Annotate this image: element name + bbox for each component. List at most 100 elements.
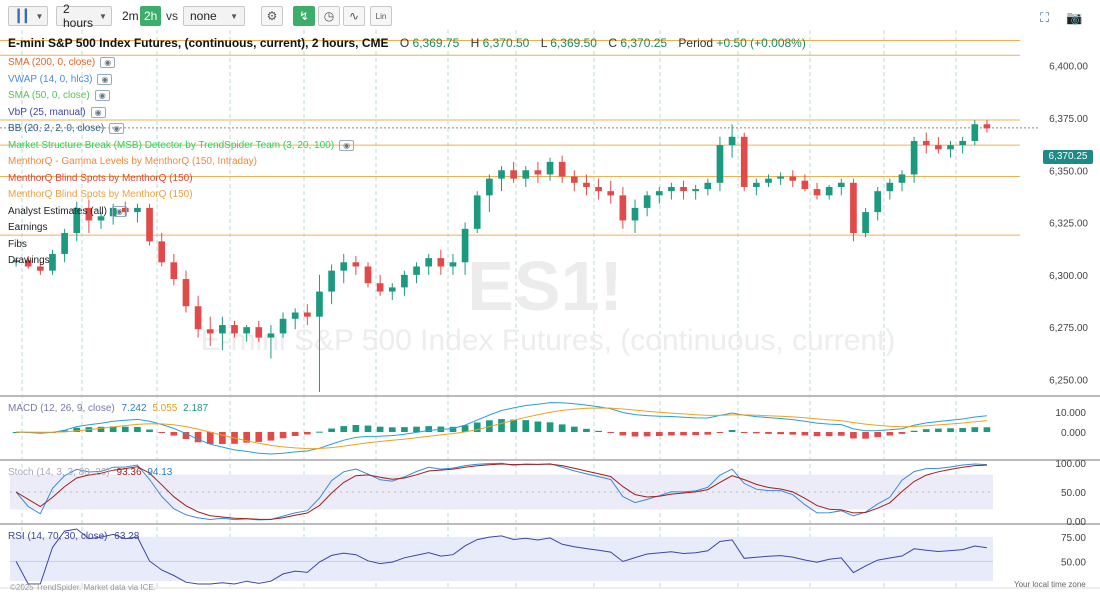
candle-body [935, 145, 942, 150]
macd-histogram-bar [121, 426, 129, 432]
macd-histogram-bar [109, 426, 117, 432]
macd-histogram-bar [680, 432, 687, 436]
indicator-item[interactable]: Earnings [8, 222, 47, 233]
macd-histogram-bar [473, 422, 481, 432]
low-label: L [540, 36, 547, 50]
camera-icon[interactable]: 📷 [1066, 10, 1083, 25]
y-axis: 6,400.00 6,375.00 6,350.00 6,325.00 6,300.00… [1049, 62, 1088, 387]
macd-histogram-bar [303, 432, 311, 435]
macd-histogram-bar [243, 432, 250, 443]
indicator-item[interactable]: SMA (200, 0, close) ◉ [8, 57, 116, 68]
eye-icon[interactable]: ◉ [111, 205, 127, 217]
macd-histogram-bar [364, 425, 372, 432]
eye-icon[interactable]: ◉ [339, 139, 355, 151]
candle-body [959, 140, 966, 146]
macd-histogram-bar [97, 426, 105, 432]
macd-histogram-bar [134, 426, 141, 432]
time-button[interactable]: ◷ [318, 6, 340, 26]
candle-body [279, 318, 287, 334]
clock-icon: ◷ [323, 9, 335, 23]
candle-body [134, 207, 141, 213]
wave-icon: ∿ [348, 9, 360, 23]
eye-icon[interactable]: ◉ [90, 106, 106, 118]
candle-body [692, 189, 700, 192]
chart-title: E-mini S&P 500 Index Futures, (continuou… [8, 36, 389, 50]
indicator-label: MenthorQ Blind Spots by MenthorQ (150) [8, 172, 193, 184]
indicator-item[interactable]: Fibs [8, 239, 27, 250]
compare-dropdown[interactable]: none ▼ [183, 6, 245, 26]
macd-histogram-bar [850, 432, 857, 439]
candle-body [704, 182, 712, 190]
macd-histogram-bar [619, 432, 627, 436]
scale-button[interactable]: Lin [370, 6, 392, 26]
trend-tool-button[interactable]: ↯ [293, 6, 315, 26]
chart-type-dropdown[interactable]: ┃┃ ▼ [8, 6, 48, 26]
indicator-panes: 10.000 0.000 100.00 50.00 0.00 75.00 50.00 [10, 402, 1087, 585]
y-tick-label: 6,350.00 [1049, 166, 1088, 177]
indicator-item[interactable]: MenthorQ - Gamma Levels by MenthorQ (150… [8, 156, 257, 167]
candle-body [862, 212, 869, 234]
candle-body [655, 191, 663, 196]
rsi-value: 63.28 [114, 531, 140, 542]
candle-body [37, 266, 44, 271]
candle-body [388, 287, 396, 292]
candle-body [97, 216, 105, 221]
eye-icon[interactable]: ◉ [97, 73, 113, 85]
candle-body [109, 207, 117, 217]
interval-2m-button[interactable]: 2m [122, 9, 139, 23]
eye-icon[interactable]: ◉ [100, 57, 116, 68]
macd-histogram-bar [862, 432, 869, 439]
indicator-item[interactable]: SMA (50, 0, close) ◉ [8, 90, 110, 101]
candle-body [777, 176, 784, 179]
indicator-label: VWAP (14, 0, hlc3) [8, 73, 93, 85]
macd-histogram-bar [765, 432, 772, 434]
fullscreen-icon[interactable]: ⛶ [1040, 10, 1050, 25]
macd-histogram-bar [753, 432, 760, 434]
stoch-value-1: 93.36 [116, 467, 142, 478]
indicator-item[interactable]: VWAP (14, 0, hlc3) ◉ [8, 73, 113, 85]
macd-histogram-bar [522, 420, 530, 432]
macd-histogram-bar [716, 432, 724, 433]
candle-body [255, 327, 263, 338]
trend-icon: ↯ [298, 9, 310, 23]
candle-body [765, 178, 772, 183]
rsi-y-tick: 75.00 [1061, 533, 1086, 544]
lin-icon: Lin [375, 11, 387, 21]
indicator-label: SMA (200, 0, close) [8, 57, 96, 68]
indicator-item[interactable]: BB (20, 2, 2, 0, close) ◉ [8, 123, 125, 134]
indicator-item[interactable]: Market Structure Break (MSB) Detector by… [8, 139, 355, 151]
indicator-label: VbP (25, manual) [8, 106, 86, 118]
timezone-label[interactable]: Your local time zone [1014, 580, 1086, 589]
macd-histogram-bar [12, 432, 20, 433]
candle-body [837, 182, 845, 187]
stoch-label: Stoch (14, 3, 3, 80, 20) [8, 467, 110, 478]
eye-icon[interactable]: ◉ [109, 123, 125, 134]
candle-body [461, 228, 469, 263]
candle-body [303, 312, 311, 317]
chart-grid [0, 30, 1100, 590]
macd-histogram-bar [922, 429, 930, 432]
indicator-item[interactable]: VbP (25, manual) ◉ [8, 106, 106, 118]
y-tick-label: 6,275.00 [1049, 323, 1088, 334]
indicator-item[interactable]: Analyst Estimates (all) ◉ [8, 205, 127, 217]
candle-body [886, 182, 894, 192]
indicator-label: Earnings [8, 222, 48, 233]
interval-2h-button[interactable]: 2h [140, 6, 162, 26]
indicator-item[interactable]: Drawings [8, 255, 50, 266]
indicator-button[interactable]: ∿ [343, 6, 365, 26]
indicator-item[interactable]: MenthorQ Blind Spots by MenthorQ (150) [8, 189, 193, 200]
eye-icon[interactable]: ◉ [94, 90, 110, 101]
settings-button[interactable]: ⚙ [261, 6, 283, 26]
chart-canvas[interactable]: 10.000 0.000 100.00 50.00 0.00 75.00 50.00 ES1… [0, 0, 1100, 590]
high-value: 6,370.50 [482, 36, 530, 50]
macd-legend: MACD (12, 26, 9, close) 7.242 5.055 2.18… [8, 403, 208, 414]
stoch-d-line [15, 463, 987, 520]
indicator-item[interactable]: MenthorQ Blind Spots by MenthorQ (150) [8, 173, 193, 184]
macd-histogram-bar [206, 432, 214, 445]
vs-label: vs [166, 9, 178, 23]
macd-histogram-bar [316, 431, 323, 433]
macd-histogram-bar [194, 432, 202, 443]
macd-histogram-bar [401, 427, 408, 432]
stoch-y-tick: 0.00 [1067, 517, 1087, 528]
interval-dropdown[interactable]: 2 hours ▼ [56, 2, 112, 30]
